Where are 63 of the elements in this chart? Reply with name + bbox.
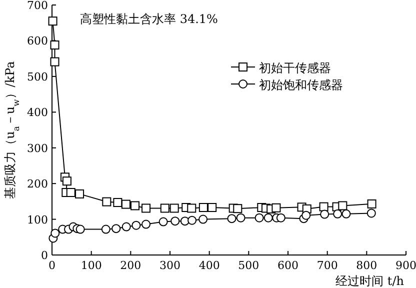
y-tick-label: 600 [27,34,48,48]
point [366,208,376,218]
x-axis-title: 经过时间 t/h [336,274,404,288]
legend-label: 初始饱和传感器 [259,78,343,92]
point [112,224,121,234]
x-tick-label: 100 [80,259,102,272]
point [254,213,264,222]
point [121,200,130,209]
point [50,40,60,50]
y-tick-label: 200 [27,178,48,191]
y-tick-label: 300 [27,142,48,155]
x-tick-label: 800 [356,259,378,272]
point [198,203,208,212]
point [272,203,281,212]
y-tick-label: 500 [27,70,48,84]
point [342,209,351,218]
point [122,222,131,232]
x-tick-label: 900 [396,259,416,272]
point [132,220,141,230]
point [319,202,328,212]
annotation: 高塑性黏土含水率 34.1% [80,12,218,26]
point [338,201,348,210]
point [367,199,376,208]
point [66,188,76,197]
point [142,204,151,213]
point [62,176,72,186]
point [227,214,236,224]
point [50,228,60,238]
x-tick-label: 700 [316,259,338,272]
point [113,198,122,207]
point [50,57,60,66]
point [198,214,208,224]
point [208,203,217,212]
point [170,216,180,226]
x-tick-label: 500 [238,259,260,272]
y-tick-label: 100 [27,213,48,226]
point [160,204,170,213]
x-tick-label: 200 [120,259,142,272]
y-tick-label: 700 [27,0,48,12]
point [187,204,196,213]
point [333,209,342,218]
point [101,224,110,234]
point [236,213,246,222]
x-tick-label: 400 [198,259,220,272]
x-tick-label: 300 [160,259,180,272]
point [158,217,168,226]
y-tick-label: 400 [27,106,48,120]
point [170,204,179,213]
point [75,189,84,198]
point [320,210,330,219]
point [276,213,286,222]
point [264,213,273,222]
point [188,216,197,225]
point [233,204,242,214]
point [102,197,112,206]
point [302,210,311,220]
point [48,16,58,26]
y-tick-label: 0 [41,249,48,262]
x-tick-label: 600 [278,259,298,272]
point [130,201,140,210]
point [76,224,85,234]
point [142,220,151,229]
legend-label: 初始干传感器 [259,61,331,75]
